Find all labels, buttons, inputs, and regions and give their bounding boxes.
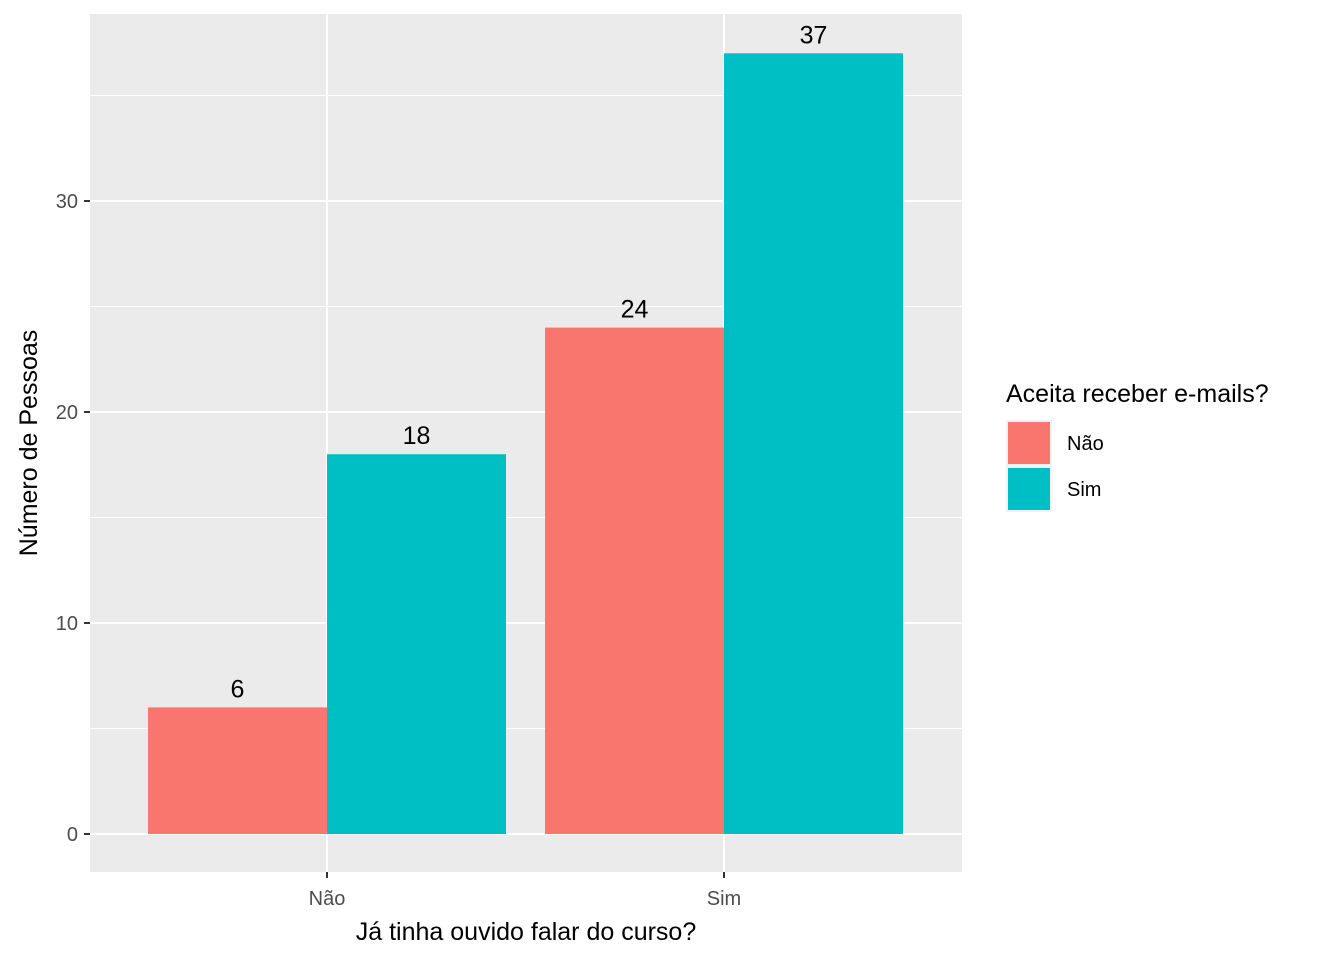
y-tick-label: 30 xyxy=(56,191,78,213)
bar-value-label: 6 xyxy=(231,675,245,703)
y-tick-label: 20 xyxy=(56,402,78,424)
legend-label: Não xyxy=(1067,433,1104,455)
x-axis-title: Já tinha ouvido falar do curso? xyxy=(356,918,697,946)
legend-swatch xyxy=(1008,422,1050,464)
bar xyxy=(327,454,506,834)
y-tick-label: 10 xyxy=(56,613,78,635)
bar xyxy=(545,327,724,834)
bar-value-label: 37 xyxy=(800,21,828,49)
y-axis: 0 10 20 30 xyxy=(56,191,90,846)
bar-value-label: 24 xyxy=(621,296,649,324)
bars xyxy=(148,53,903,835)
bar xyxy=(148,707,327,834)
legend-title: Aceita receber e-mails? xyxy=(1006,380,1269,408)
x-tick-label: Não xyxy=(309,888,346,910)
x-tick-label: Sim xyxy=(707,888,741,910)
bar xyxy=(724,53,903,835)
legend-swatch xyxy=(1008,468,1050,510)
y-axis-title: Número de Pessoas xyxy=(15,330,43,557)
bar-value-labels: 6 18 24 37 xyxy=(231,21,828,703)
y-tick-label: 0 xyxy=(67,824,78,846)
legend-label: Sim xyxy=(1067,479,1101,501)
x-axis: Não Sim xyxy=(309,872,741,910)
bar-value-label: 18 xyxy=(403,422,431,450)
legend: Aceita receber e-mails? Não Sim xyxy=(1006,380,1269,512)
